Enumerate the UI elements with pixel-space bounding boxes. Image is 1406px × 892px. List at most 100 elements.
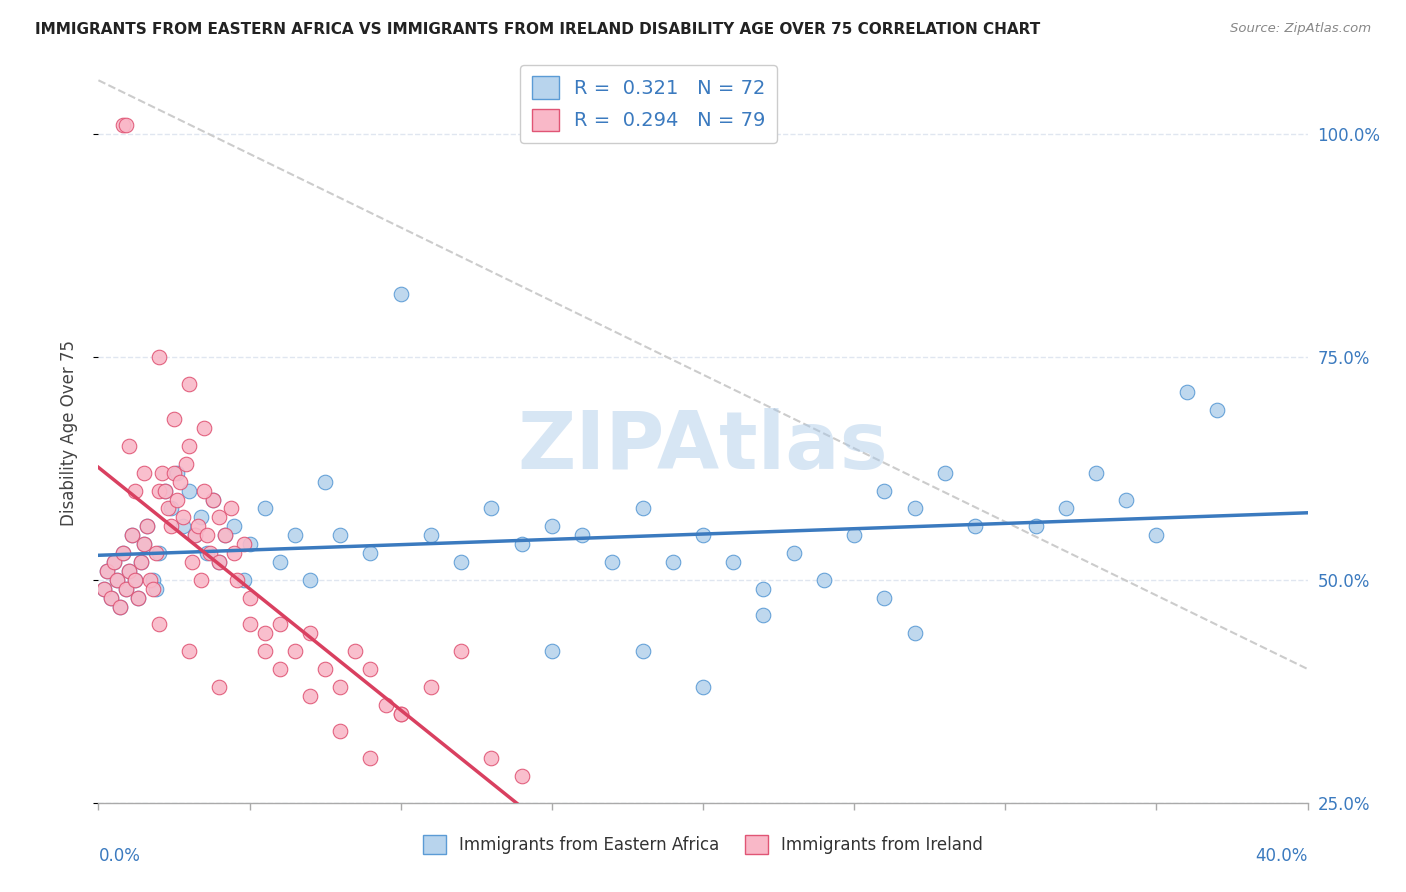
Point xyxy=(224,546,246,560)
Point xyxy=(142,573,165,587)
Point xyxy=(813,573,835,587)
Point xyxy=(965,519,987,533)
Point xyxy=(127,591,149,605)
Point xyxy=(129,555,152,569)
Point xyxy=(190,573,212,587)
Point xyxy=(111,546,134,560)
Point xyxy=(127,591,149,605)
Point xyxy=(179,483,201,498)
Point xyxy=(360,751,382,765)
Point xyxy=(105,573,128,587)
Point xyxy=(226,573,249,587)
Point xyxy=(389,706,412,721)
Text: ZIPAtlas: ZIPAtlas xyxy=(517,409,889,486)
Point xyxy=(1144,528,1167,542)
Point xyxy=(169,475,191,489)
Point xyxy=(253,501,276,516)
Point xyxy=(481,751,503,765)
Point xyxy=(132,537,155,551)
Point xyxy=(114,582,136,596)
Point xyxy=(172,519,194,533)
Point xyxy=(179,376,201,391)
Point xyxy=(374,698,396,712)
Point xyxy=(96,564,118,578)
Point xyxy=(174,457,197,471)
Point xyxy=(156,501,179,516)
Point xyxy=(540,644,562,658)
Point xyxy=(103,555,125,569)
Point xyxy=(195,546,218,560)
Point xyxy=(163,466,186,480)
Point xyxy=(692,680,714,694)
Point xyxy=(540,519,562,533)
Point xyxy=(105,573,128,587)
Point xyxy=(344,644,367,658)
Point xyxy=(389,287,412,301)
Point xyxy=(389,706,412,721)
Point xyxy=(1115,492,1137,507)
Text: 0.0%: 0.0% xyxy=(98,847,141,865)
Point xyxy=(752,582,775,596)
Point xyxy=(631,501,654,516)
Point xyxy=(190,510,212,524)
Text: 40.0%: 40.0% xyxy=(1256,847,1308,865)
Point xyxy=(202,492,225,507)
Point xyxy=(153,483,176,498)
Point xyxy=(661,555,683,569)
Point xyxy=(360,662,382,676)
Point xyxy=(208,555,231,569)
Point xyxy=(148,350,170,364)
Point xyxy=(481,501,503,516)
Point xyxy=(108,599,131,614)
Point xyxy=(420,528,443,542)
Point xyxy=(139,573,162,587)
Point xyxy=(314,475,336,489)
Point xyxy=(571,528,593,542)
Point xyxy=(148,483,170,498)
Point xyxy=(329,680,352,694)
Point xyxy=(232,537,254,551)
Point xyxy=(160,519,183,533)
Point xyxy=(124,573,146,587)
Point xyxy=(114,118,136,132)
Point xyxy=(118,564,141,578)
Point xyxy=(187,519,209,533)
Point xyxy=(103,555,125,569)
Point xyxy=(200,546,222,560)
Point xyxy=(179,644,201,658)
Point xyxy=(172,510,194,524)
Point xyxy=(100,591,122,605)
Point xyxy=(148,546,170,560)
Point xyxy=(135,519,157,533)
Point xyxy=(450,555,472,569)
Point xyxy=(214,528,236,542)
Point xyxy=(96,564,118,578)
Point xyxy=(239,591,262,605)
Point xyxy=(195,528,218,542)
Point xyxy=(184,528,207,542)
Legend: Immigrants from Eastern Africa, Immigrants from Ireland: Immigrants from Eastern Africa, Immigran… xyxy=(416,829,990,861)
Point xyxy=(299,689,322,703)
Point xyxy=(239,617,262,632)
Point xyxy=(631,644,654,658)
Point xyxy=(93,582,115,596)
Point xyxy=(692,528,714,542)
Point xyxy=(329,528,352,542)
Point xyxy=(163,412,186,426)
Point xyxy=(166,466,188,480)
Point xyxy=(284,644,307,658)
Point xyxy=(132,537,155,551)
Point xyxy=(221,501,243,516)
Text: Source: ZipAtlas.com: Source: ZipAtlas.com xyxy=(1230,22,1371,36)
Point xyxy=(253,644,276,658)
Point xyxy=(114,582,136,596)
Point xyxy=(420,680,443,694)
Point xyxy=(314,662,336,676)
Point xyxy=(160,501,183,516)
Point xyxy=(208,555,231,569)
Point xyxy=(450,644,472,658)
Point xyxy=(202,492,225,507)
Point xyxy=(269,555,291,569)
Point xyxy=(844,528,866,542)
Point xyxy=(118,439,141,453)
